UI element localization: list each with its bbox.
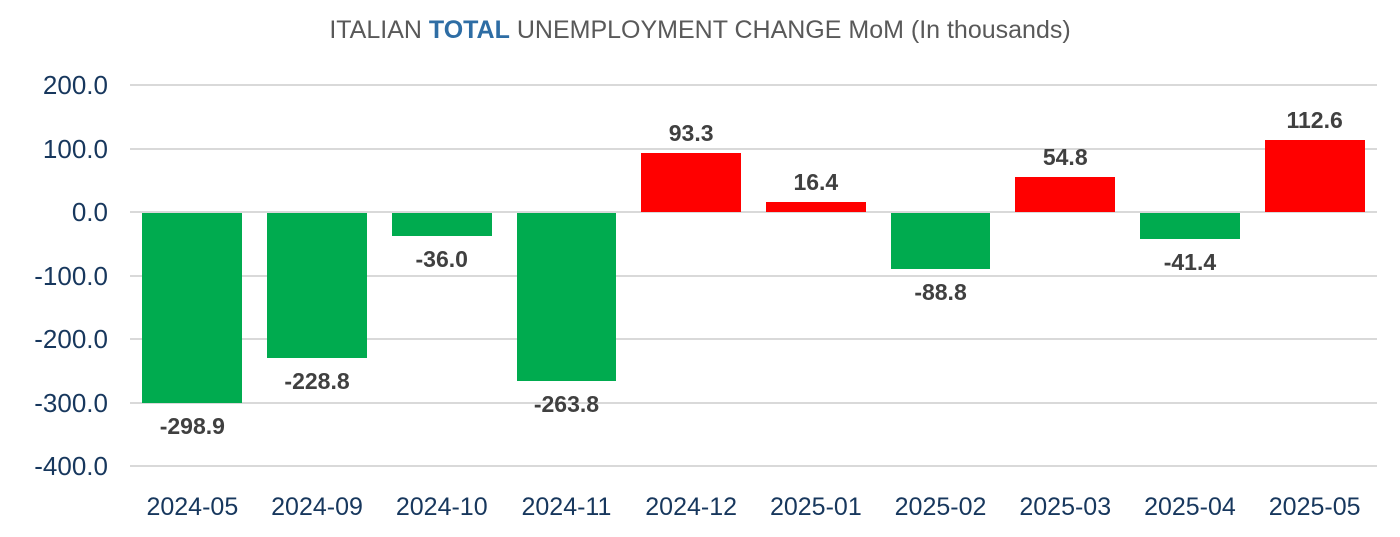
data-label-2024-09: -228.8 xyxy=(284,368,350,395)
data-label-2024-10: -36.0 xyxy=(415,245,468,272)
bar-2025-01 xyxy=(765,201,866,212)
data-label-2025-02: -88.8 xyxy=(914,279,967,306)
gridline-y--200 xyxy=(130,338,1377,340)
bar-2025-05 xyxy=(1264,140,1365,212)
data-label-2025-03: 54.8 xyxy=(1042,144,1088,171)
x-axis-tick-label: 2024-11 xyxy=(521,493,612,521)
x-axis-tick-label: 2025-02 xyxy=(894,493,987,521)
gridline-y-200 xyxy=(130,84,1377,86)
bar-2024-05 xyxy=(142,213,243,403)
y-axis-tick-label: 200.0 xyxy=(42,70,108,100)
y-axis-tick-label: -200.0 xyxy=(34,324,108,354)
y-axis-tick-label: -300.0 xyxy=(34,387,108,418)
x-axis-tick-label: 2024-09 xyxy=(271,493,363,521)
chart-title: ITALIAN TOTAL UNEMPLOYMENT CHANGE MoM (I… xyxy=(0,16,1400,45)
chart-title-prefix: ITALIAN xyxy=(329,16,429,44)
gridline-y-100 xyxy=(130,147,1377,150)
chart-title-suffix: UNEMPLOYMENT CHANGE MoM (In thousands) xyxy=(509,16,1071,44)
gridline-y--300 xyxy=(130,401,1377,404)
bar-2024-12 xyxy=(641,152,742,212)
x-axis-tick-label: 2025-03 xyxy=(1019,493,1112,521)
bar-2024-11 xyxy=(516,213,617,381)
x-axis-tick-label: 2024-12 xyxy=(645,493,738,521)
y-axis-tick-label: -400.0 xyxy=(34,451,108,481)
y-axis-tick-label: 100.0 xyxy=(42,133,108,164)
gridline-y--400 xyxy=(130,465,1377,467)
data-label-2025-05: 112.6 xyxy=(1286,107,1343,134)
bar-2024-09 xyxy=(267,213,367,359)
data-label-2024-11: -263.8 xyxy=(533,390,600,417)
bar-2025-04 xyxy=(1140,213,1240,240)
x-axis-tick-label: 2025-01 xyxy=(769,493,862,521)
y-axis-tick-label: 0.0 xyxy=(71,197,108,227)
x-axis-tick-label: 2025-05 xyxy=(1268,493,1361,521)
gridline-y--100 xyxy=(130,274,1377,277)
bar-2025-03 xyxy=(1015,177,1116,212)
data-label-2024-05: -298.9 xyxy=(159,412,225,439)
x-axis-tick-label: 2025-04 xyxy=(1144,493,1236,521)
bar-2024-10 xyxy=(391,213,492,236)
y-axis-tick-label: -100.0 xyxy=(34,260,108,291)
gridline-y-0 xyxy=(130,211,1377,213)
x-axis-tick-label: 2024-10 xyxy=(395,493,488,521)
data-label-2025-04: -41.4 xyxy=(1163,249,1217,276)
data-label-2024-12: 93.3 xyxy=(668,119,714,146)
data-label-2025-01: 16.4 xyxy=(793,168,839,195)
bar-2025-02 xyxy=(890,213,991,270)
x-axis-tick-label: 2024-05 xyxy=(146,493,239,521)
chart-title-highlight: TOTAL xyxy=(428,16,510,44)
